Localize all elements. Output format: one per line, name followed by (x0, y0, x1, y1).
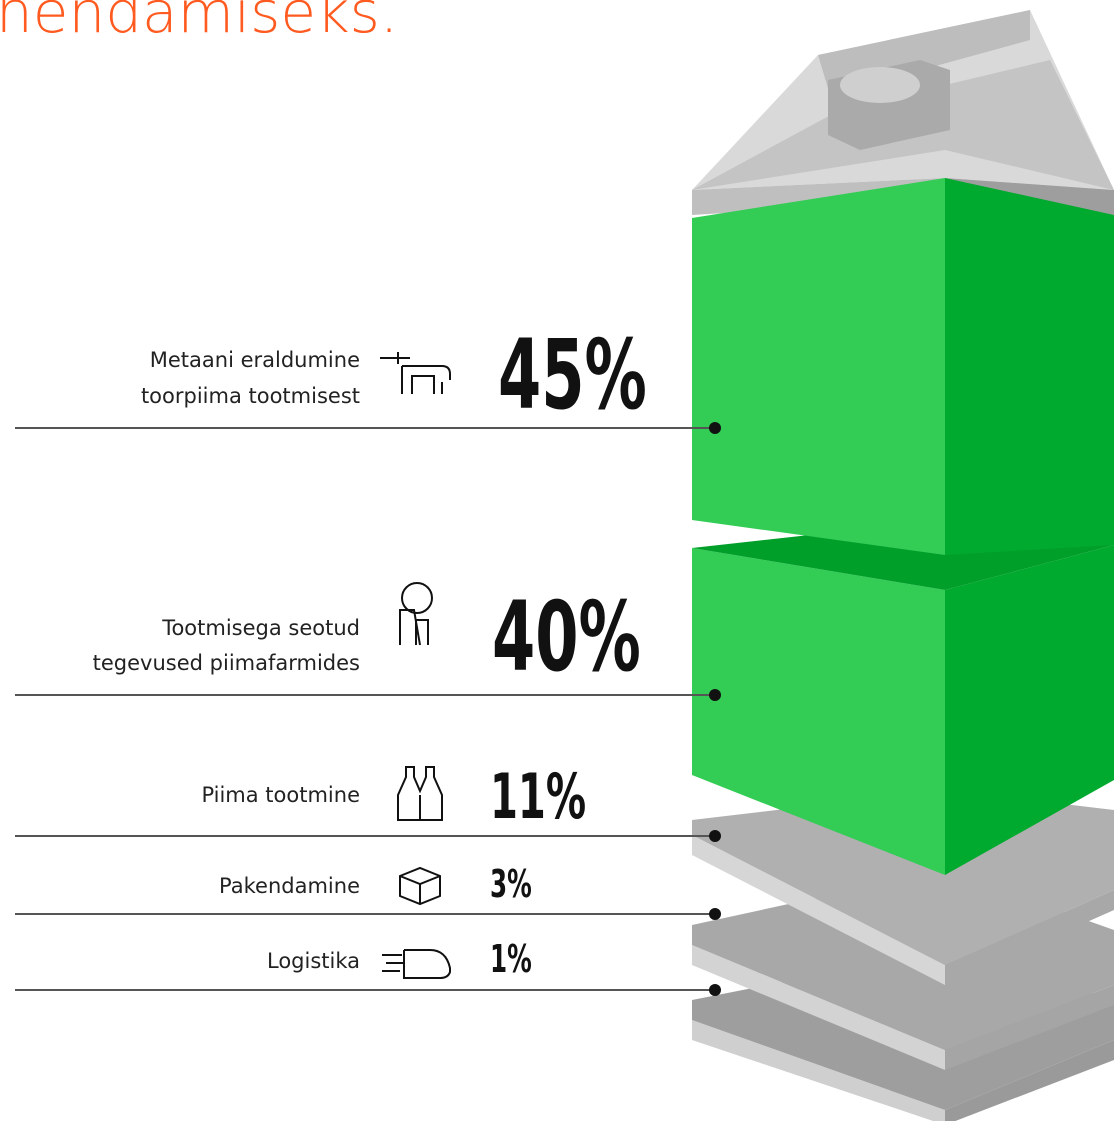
item-value: 45% (498, 318, 647, 430)
item-label: Piima tootmine (201, 783, 360, 807)
page: hendamiseks. (0, 0, 1114, 1121)
item-label: Pakendamine (219, 874, 360, 898)
label-line: tegevused piimafarmides (93, 651, 360, 675)
label-line: Metaani eraldumine (150, 348, 360, 372)
label-line: toorpiima tootmisest (141, 384, 360, 408)
item-label: Tootmisega seotud tegevused piimafarmides (93, 616, 360, 675)
infographic: hendamiseks. (0, 0, 1114, 1121)
carton (692, 10, 1114, 1121)
title: hendamiseks. (0, 0, 398, 46)
icons (380, 352, 450, 978)
item-value: 3% (490, 861, 532, 906)
item-value: 40% (492, 580, 641, 692)
item-value: 11% (490, 761, 586, 833)
item-value: 1% (490, 936, 532, 981)
item-label: Logistika (267, 949, 360, 973)
leaders (15, 422, 721, 996)
label-line: Tootmisega seotud (161, 616, 360, 640)
item-label: Metaani eraldumine toorpiima tootmisest (141, 348, 360, 408)
